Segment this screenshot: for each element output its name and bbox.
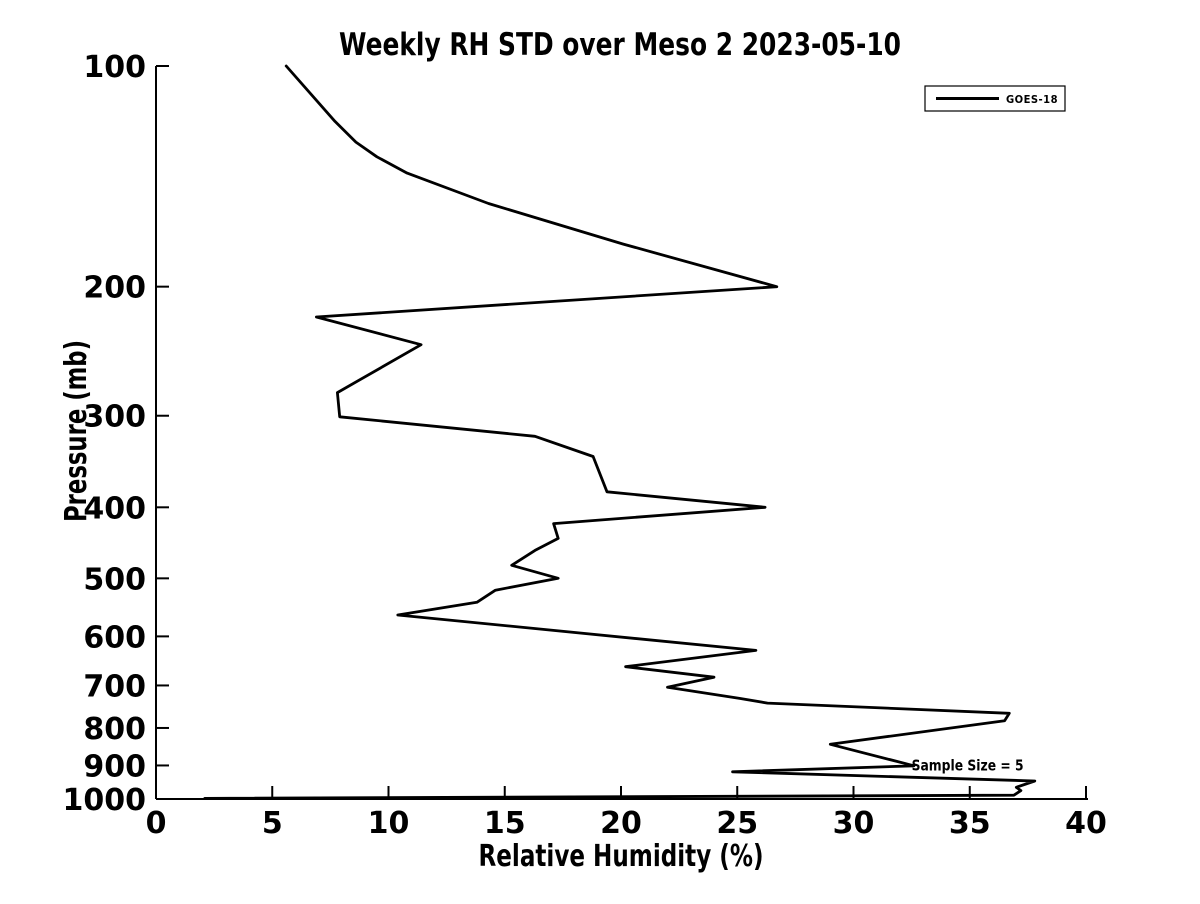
y-tick-label: 700: [83, 669, 146, 704]
y-axis-label: Pressure (mb): [59, 340, 94, 522]
x-tick-label: 20: [600, 806, 642, 841]
series-group: [203, 64, 1037, 800]
y-tick-label: 500: [83, 562, 146, 597]
sample-size-annotation: Sample Size = 5: [912, 757, 1024, 775]
x-tick-label: 40: [1065, 806, 1107, 841]
legend: GOES-18: [924, 85, 1066, 112]
x-tick-label: 25: [716, 806, 758, 841]
y-tick-label: 600: [83, 620, 146, 655]
x-tick-label: 35: [949, 806, 991, 841]
x-tick-label: 15: [484, 806, 526, 841]
x-tick-group: 0 5 10 15 20 25 30 35 40: [146, 786, 1107, 841]
x-axis-label: Relative Humidity (%): [479, 839, 764, 874]
legend-label: GOES-18: [1006, 93, 1058, 106]
x-tick-label: 10: [368, 806, 410, 841]
y-tick-label: 100: [83, 50, 146, 85]
y-tick-label: 300: [83, 400, 146, 435]
x-tick-label: 30: [833, 806, 875, 841]
y-tick-label: 1000: [63, 783, 147, 818]
y-tick-label: 800: [83, 712, 146, 747]
x-tick-label: 5: [262, 806, 283, 841]
rh-std-line: [203, 64, 1037, 800]
chart-title: Weekly RH STD over Meso 2 2023-05-10: [339, 27, 901, 63]
x-tick-label: 0: [146, 806, 167, 841]
y-tick-label: 200: [83, 271, 146, 306]
y-tick-label: 900: [83, 749, 146, 784]
y-tick-label: 400: [83, 491, 146, 526]
